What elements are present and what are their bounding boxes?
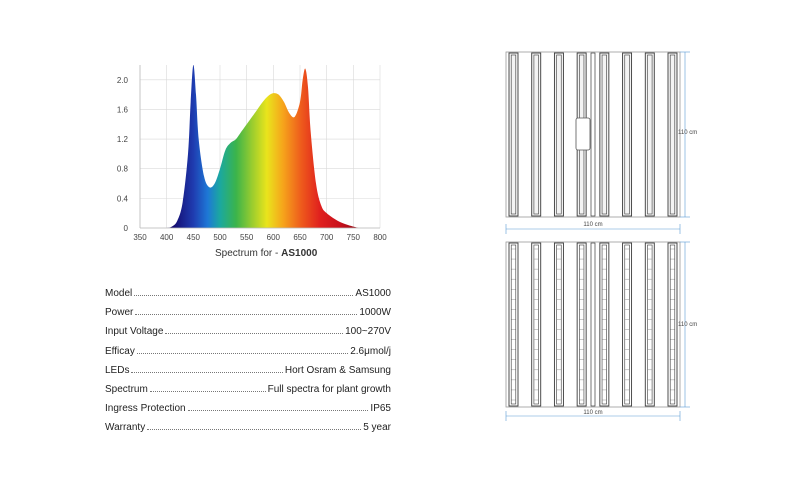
light-bar-lens: [669, 54, 676, 215]
light-bar-lens: [533, 244, 539, 405]
spec-value: AS1000: [355, 288, 391, 299]
y-tick-label: 1.6: [117, 105, 129, 114]
y-tick-label: 0.8: [117, 165, 129, 174]
dot-leader: [131, 371, 283, 373]
spec-value: 100~270V: [345, 326, 391, 338]
y-tick-label: 1.2: [117, 135, 129, 144]
light-bar: [622, 242, 633, 407]
caption-prefix: Spectrum for -: [215, 248, 282, 259]
dot-leader: [165, 333, 344, 335]
spec-value: IP65: [370, 403, 391, 415]
light-bar: [508, 242, 519, 407]
light-bar: [667, 242, 678, 407]
y-tick-label: 0: [124, 224, 129, 233]
light-bar-lens: [510, 54, 517, 215]
light-bar-lens: [647, 244, 653, 405]
spec-label: Efficay: [105, 345, 135, 357]
spec-value: Hort Osram & Samsung: [284, 364, 391, 376]
light-bar-lens: [601, 54, 607, 215]
caption-model: AS1000: [281, 248, 318, 259]
light-bar-lens: [624, 54, 630, 215]
light-bar: [553, 52, 564, 217]
x-tick-label: 700: [320, 233, 334, 242]
light-bar: [644, 52, 655, 217]
x-tick-label: 400: [160, 233, 174, 242]
dot-leader: [136, 352, 349, 354]
spec-row: Ingress Protection IP65: [105, 399, 391, 418]
top-driver-box: [575, 117, 591, 151]
top-fixture-view: 110 cm 110 cm: [505, 51, 697, 234]
dot-leader: [134, 295, 354, 296]
y-tick-label: 2.0: [117, 76, 129, 85]
light-bar-lens: [647, 54, 653, 215]
x-tick-label: 750: [347, 233, 361, 242]
spec-value: Full spectra for plant growth: [267, 383, 391, 395]
spec-label: Spectrum: [105, 383, 148, 395]
center-spine: [590, 52, 596, 217]
spec-table: Model AS1000 Power 1000W Input Voltage 100~27…: [105, 284, 391, 438]
light-bar-lens: [556, 244, 562, 405]
spec-label: Warranty: [105, 422, 146, 434]
light-bar: [644, 242, 655, 407]
light-bar-lens: [669, 244, 676, 405]
spec-value: 1000W: [359, 307, 391, 319]
spec-row: Model AS1000: [105, 284, 391, 303]
light-bar-lens: [624, 244, 630, 405]
x-tick-label: 500: [213, 233, 227, 242]
light-bar-lens: [579, 244, 585, 405]
light-bar: [599, 242, 610, 407]
dot-leader: [147, 429, 362, 431]
spec-row: LEDs Hort Osram & Samsung: [105, 361, 391, 380]
light-bar-lens: [556, 54, 562, 215]
spec-row: Warranty 5 year: [105, 418, 391, 437]
light-bar: [667, 52, 678, 217]
x-tick-labels: 350 400 450 500 550 600 650 700 750 800: [133, 233, 387, 242]
light-bar: [576, 242, 587, 407]
x-tick-label: 800: [373, 233, 387, 242]
light-bar-lens: [533, 54, 539, 215]
spec-label: Ingress Protection: [105, 403, 186, 415]
spec-row: Efficay 2.6μmol/j: [105, 342, 391, 361]
dot-leader: [187, 410, 369, 412]
spectrum-area: [166, 64, 359, 228]
chart-axes: [139, 65, 380, 229]
light-bar: [531, 52, 542, 217]
center-spine: [590, 242, 596, 407]
bottom-fixture-view: 110 cm 110 cm: [505, 241, 697, 421]
spec-value: 2.6μmol/j: [350, 345, 391, 357]
light-bar: [622, 52, 633, 217]
light-bar-lens: [510, 244, 517, 405]
spec-row: Power 1000W: [105, 303, 391, 322]
dot-leader: [149, 390, 266, 392]
top-width-label: 110 cm: [583, 222, 602, 228]
y-tick-label: 0.4: [117, 194, 129, 203]
x-tick-label: 550: [240, 233, 254, 242]
light-bar-lens: [601, 244, 607, 405]
bottom-width-label: 110 cm: [583, 410, 602, 416]
x-tick-label: 350: [133, 233, 147, 242]
y-tick-labels: 0 0.4 0.8 1.2 1.6 2.0: [117, 76, 129, 233]
light-bar: [531, 242, 542, 407]
spec-label: Power: [105, 307, 134, 319]
top-height-label: 110 cm: [678, 130, 697, 136]
light-bar: [508, 52, 519, 217]
bottom-height-label: 110 cm: [678, 322, 697, 328]
spec-row: Spectrum Full spectra for plant growth: [105, 380, 391, 399]
spec-label: Input Voltage: [105, 326, 164, 338]
x-tick-label: 600: [267, 233, 281, 242]
dot-leader: [135, 314, 358, 316]
x-tick-label: 450: [187, 233, 201, 242]
spec-value: 5 year: [363, 422, 391, 434]
spectrum-chart: 350 400 450 500 550 600 650 700 750 800 0 0.4 0.8 1.…: [117, 64, 387, 242]
light-bar: [553, 242, 564, 407]
spec-label: Model: [105, 288, 133, 299]
spec-row: Input Voltage 100~270V: [105, 322, 391, 341]
spec-label: LEDs: [105, 364, 130, 376]
light-bar: [599, 52, 610, 217]
bottom-light-bars: [508, 242, 678, 407]
x-tick-label: 650: [293, 233, 307, 242]
dimension-drawings: 110 cm 110 cm 110 cm 110 cm: [505, 51, 697, 421]
chart-caption: Spectrum for - AS1000: [215, 248, 317, 259]
